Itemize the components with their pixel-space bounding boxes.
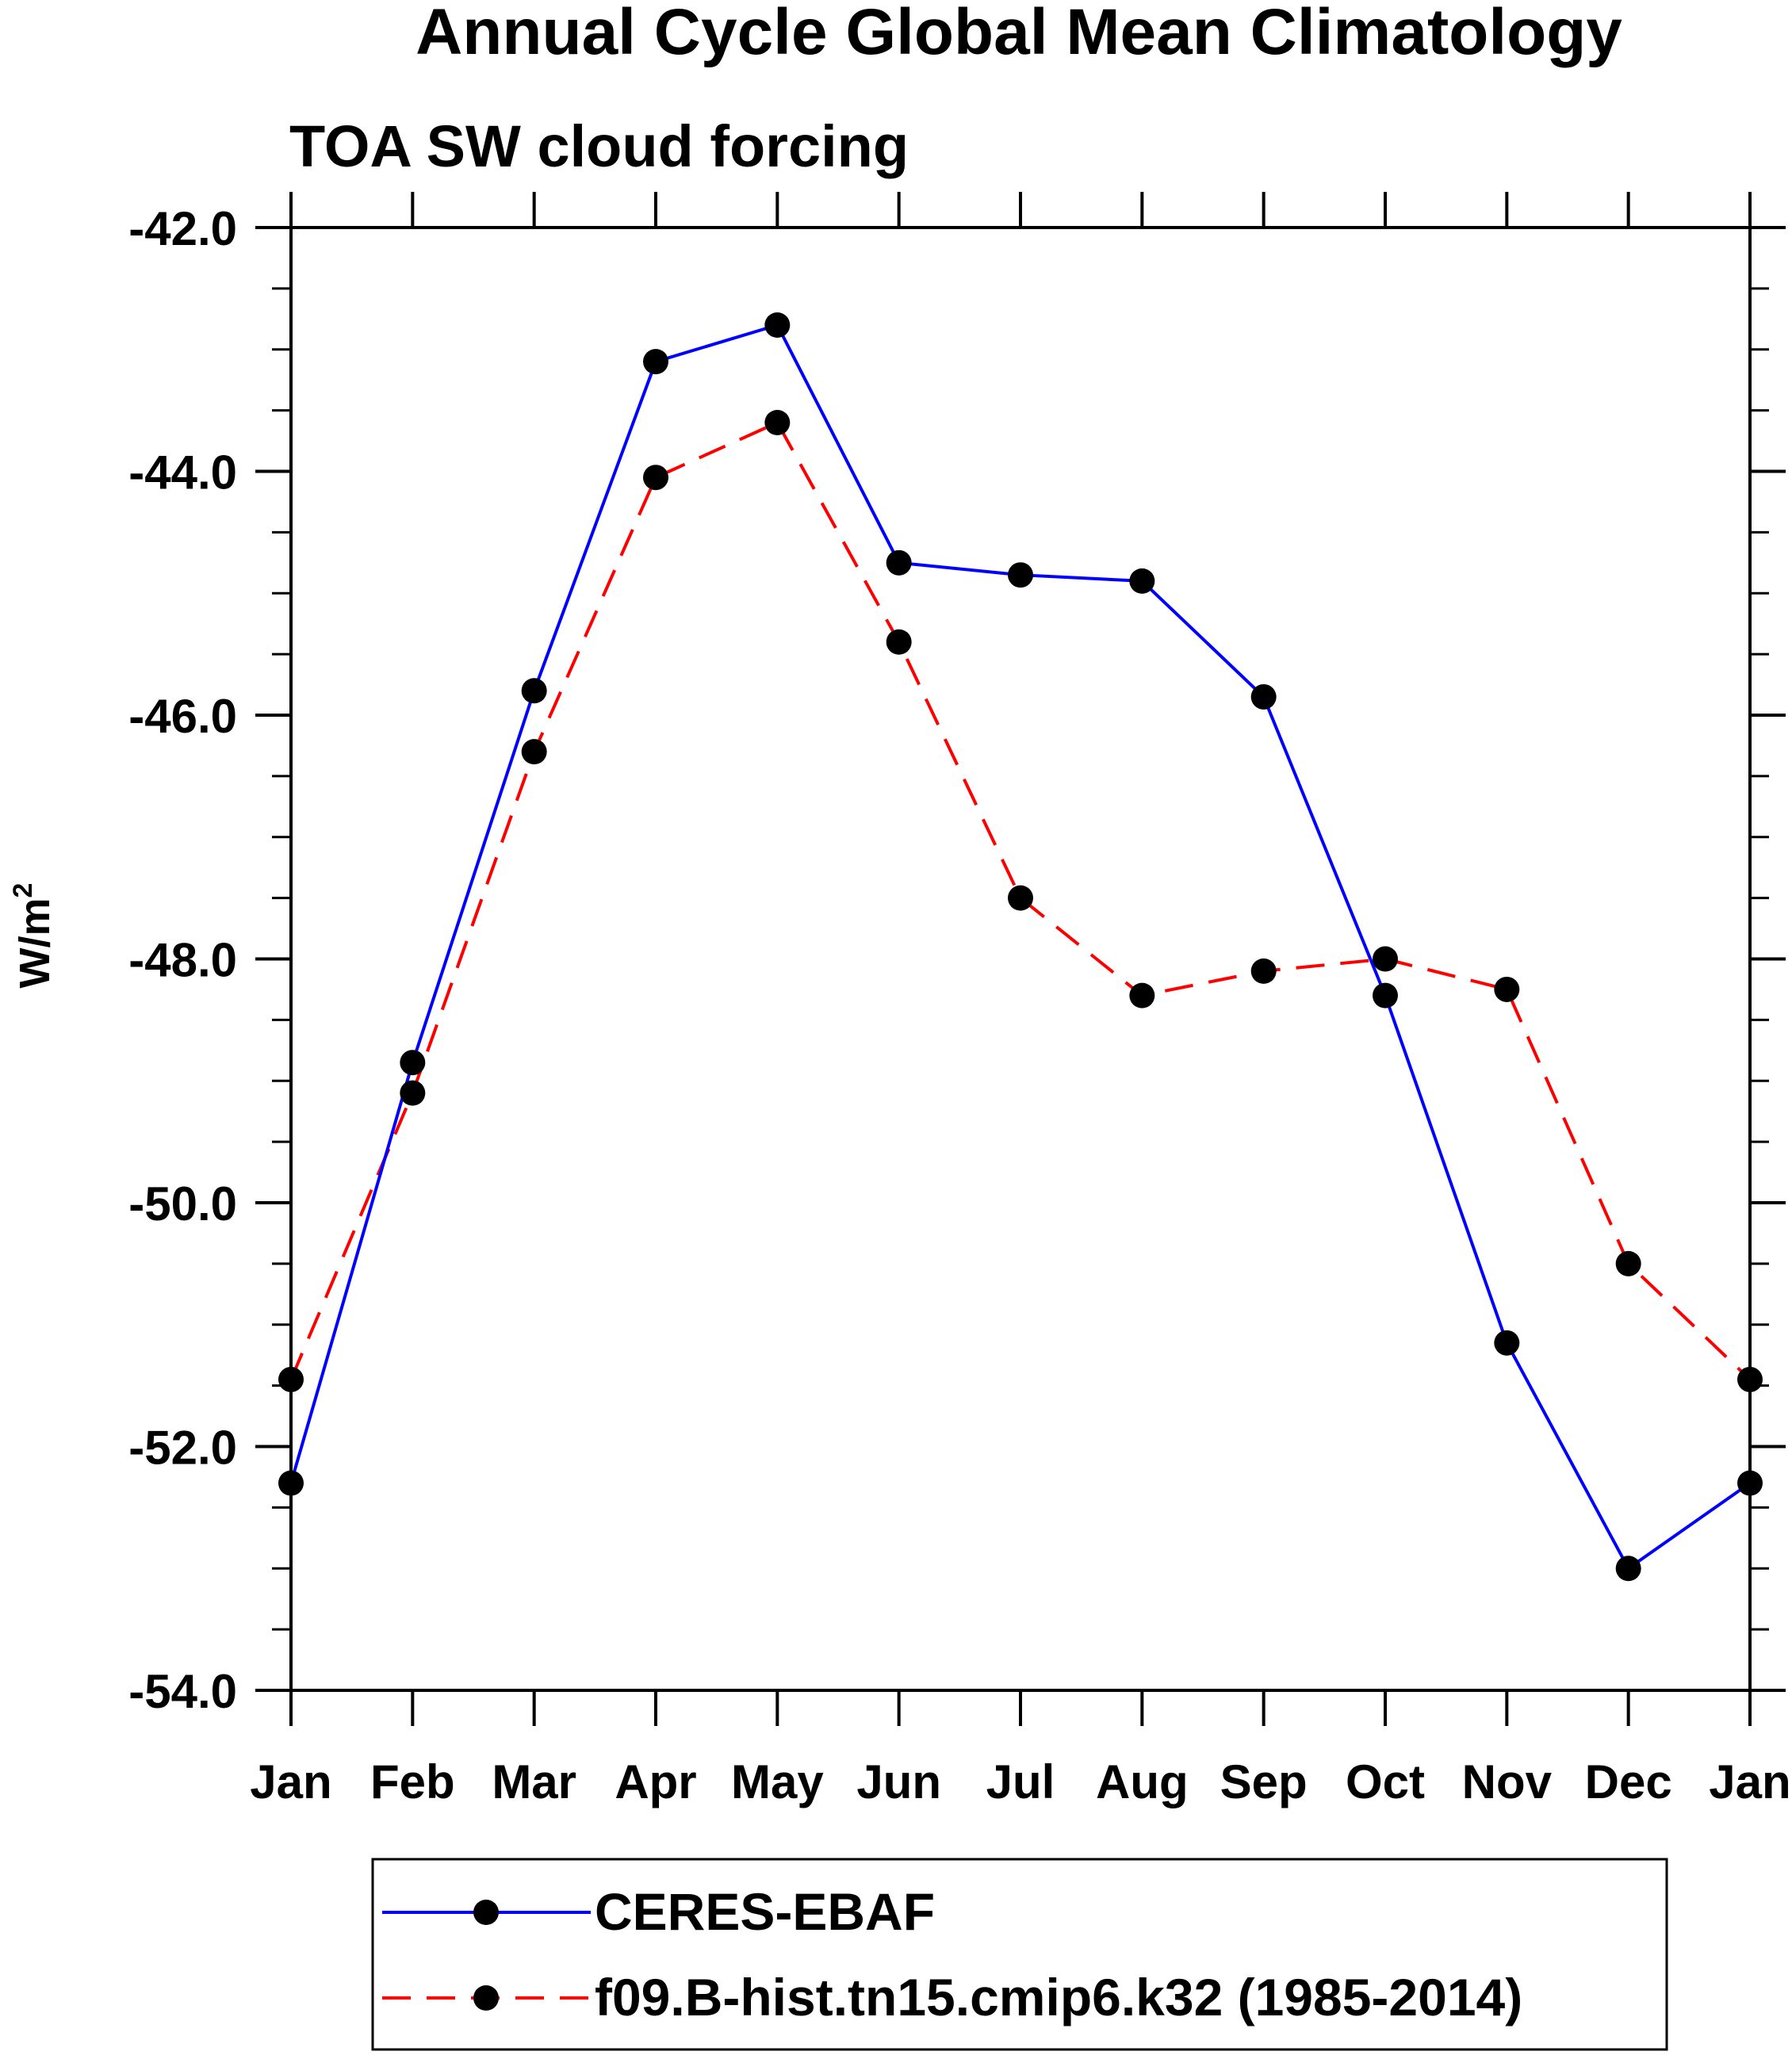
legend-label-ceres-ebaf: CERES-EBAF — [595, 1882, 935, 1941]
data-point-ceres-ebaf — [1008, 562, 1033, 588]
data-point-ceres-ebaf — [1494, 1330, 1520, 1356]
x-tick-label: Jan — [250, 1755, 331, 1808]
legend: CERES-EBAF f09.B-hist.tn15.cmip6.k32 (19… — [371, 1858, 1668, 2051]
x-tick-label: Jul — [986, 1755, 1055, 1808]
plot-frame — [289, 226, 1752, 1692]
y-tick-label: -48.0 — [128, 934, 237, 987]
x-tick-label: Jun — [856, 1755, 941, 1808]
data-point-ceres-ebaf — [521, 678, 547, 704]
data-point-model — [521, 739, 547, 765]
x-tick-label: May — [731, 1755, 824, 1808]
data-point-model — [1250, 958, 1277, 984]
legend-label-model: f09.B-hist.tn15.cmip6.k32 (1985-2014) — [595, 1968, 1522, 2026]
x-tick-label: Sep — [1220, 1755, 1308, 1808]
data-point-ceres-ebaf — [278, 1470, 304, 1496]
chart-subtitle: TOA SW cloud forcing — [289, 113, 909, 179]
data-point-ceres-ebaf — [643, 349, 668, 375]
data-point-ceres-ebaf — [1615, 1556, 1641, 1582]
data-point-model — [278, 1366, 304, 1392]
data-point-ceres-ebaf — [1129, 568, 1155, 594]
data-point-model — [1008, 885, 1033, 911]
legend-marker-ceres-ebaf — [473, 1900, 499, 1925]
y-axis-label: W/m2 — [8, 883, 59, 989]
y-tick-label: -52.0 — [128, 1422, 237, 1475]
x-tick-label: Feb — [370, 1755, 455, 1808]
x-axis-tick-labels: Jan Feb Mar Apr May Jun Jul Aug Sep Oct Nov Dec Jan — [250, 1755, 1790, 1808]
data-point-ceres-ebaf — [1373, 982, 1398, 1008]
axis-tick-marks — [255, 192, 1786, 1726]
x-tick-label: Apr — [615, 1755, 696, 1808]
chart-title: Annual Cycle Global Mean Climatology — [415, 0, 1622, 68]
legend-marker-model — [473, 1985, 499, 2011]
data-point-ceres-ebaf — [764, 312, 791, 338]
data-point-model — [764, 410, 791, 435]
data-point-model — [1737, 1366, 1763, 1392]
x-tick-label: Aug — [1096, 1755, 1189, 1808]
data-point-model — [400, 1080, 426, 1106]
y-tick-label: -42.0 — [128, 202, 237, 255]
data-point-ceres-ebaf — [1250, 683, 1277, 710]
data-point-ceres-ebaf — [400, 1050, 426, 1076]
data-point-model — [643, 465, 668, 491]
data-point-ceres-ebaf — [886, 549, 912, 576]
data-point-model — [1373, 946, 1398, 972]
y-axis-label-unit: W/m — [11, 897, 59, 988]
x-tick-label: Dec — [1585, 1755, 1672, 1808]
data-point-model — [1129, 982, 1155, 1008]
y-tick-label: -44.0 — [128, 446, 237, 499]
y-axis-label-exponent: 2 — [8, 883, 38, 898]
x-tick-label: Mar — [492, 1755, 576, 1808]
legend-box — [371, 1858, 1668, 2051]
y-tick-label: -50.0 — [128, 1177, 237, 1230]
series-layer — [278, 312, 1763, 1582]
x-tick-label: Oct — [1346, 1755, 1425, 1808]
y-tick-label: -46.0 — [128, 690, 237, 743]
x-tick-label: Nov — [1462, 1755, 1553, 1808]
y-axis-tick-labels: -42.0 -44.0 -46.0 -48.0 -50.0 -52.0 -54.0 — [128, 202, 237, 1718]
series-line-ceres-ebaf — [289, 323, 1752, 1571]
y-tick-label: -54.0 — [128, 1665, 237, 1718]
data-point-model — [1494, 976, 1520, 1002]
data-point-model — [1615, 1250, 1641, 1276]
data-point-ceres-ebaf — [1737, 1470, 1763, 1496]
data-point-model — [886, 629, 912, 655]
x-tick-label: Jan — [1709, 1755, 1790, 1808]
